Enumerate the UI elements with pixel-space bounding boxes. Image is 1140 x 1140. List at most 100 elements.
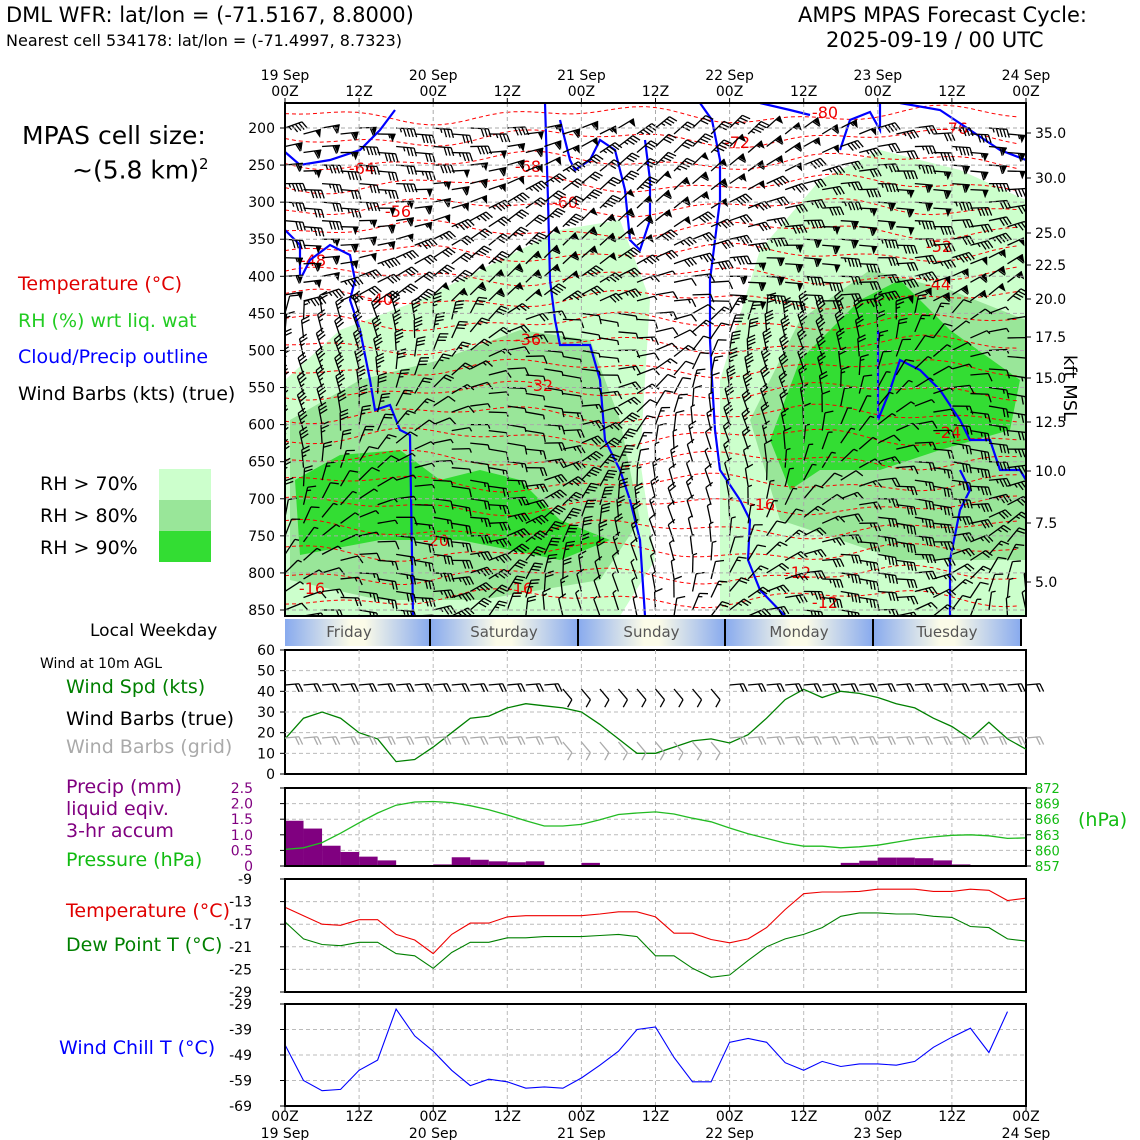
barb-full [402, 392, 412, 395]
wind-barb [395, 249, 420, 260]
barb-full [387, 153, 392, 162]
barb-staff [822, 578, 841, 581]
barb-full [332, 165, 337, 174]
barb-full [378, 372, 387, 377]
barb-full [524, 512, 531, 521]
temperature-contour [285, 358, 1018, 379]
barb-full [393, 312, 402, 319]
barb-full [443, 376, 452, 382]
barb-flag [478, 263, 487, 272]
barb-half [406, 574, 409, 580]
barb-half [515, 286, 520, 290]
wind-barb [377, 151, 399, 163]
temp-contour-label: -80 [812, 103, 838, 122]
barb-staff [359, 201, 378, 204]
barb-full [483, 338, 492, 345]
wind-barb [303, 244, 322, 254]
barb-staff [451, 426, 470, 432]
barb-full [459, 274, 468, 280]
barb-full [369, 184, 374, 193]
barb-full [517, 161, 524, 170]
barb-staff [340, 491, 354, 506]
cloud-outline-path [543, 103, 647, 616]
barb-flag [463, 203, 469, 212]
barb-full [413, 128, 418, 138]
barb-full [335, 296, 344, 303]
wind-barb [451, 405, 475, 414]
wind-barb [451, 591, 475, 602]
wind-barb [299, 426, 309, 450]
barb-staff [377, 476, 394, 487]
barb-half [388, 133, 391, 139]
wind-barb [1025, 145, 1026, 148]
wind-barb [469, 281, 487, 296]
wind-barb [411, 296, 421, 320]
barb-full [516, 561, 526, 567]
barb-half [365, 273, 370, 278]
barb-full [447, 589, 452, 599]
barb-full [355, 349, 364, 356]
barb-full [1043, 197, 1048, 205]
barb-full [301, 445, 310, 451]
barb-full [539, 314, 546, 322]
barb-full [504, 199, 512, 207]
barb-staff [451, 467, 470, 470]
barb-full [410, 128, 414, 138]
barb-flag [481, 195, 488, 205]
barb-flag [500, 150, 507, 160]
barb-full [411, 296, 420, 303]
barb-full [420, 357, 430, 359]
barb-full [439, 333, 449, 335]
barb-full [468, 526, 472, 535]
barb-staff [896, 485, 915, 488]
barb-full [428, 288, 437, 294]
barb-full [310, 506, 320, 509]
barb-full [335, 184, 340, 194]
barb-staff [358, 488, 375, 500]
barb-staff [358, 509, 377, 518]
temperature-contour [285, 588, 1018, 609]
wind-barb [396, 217, 415, 227]
wind-barb [507, 159, 525, 170]
barb-full [425, 206, 431, 215]
barb-full [543, 450, 547, 460]
barb-half [528, 187, 533, 191]
barb-staff [321, 524, 337, 537]
barb-flag [426, 189, 433, 198]
barb-full [291, 183, 297, 192]
barb-full [301, 121, 308, 129]
wind-barb [470, 178, 488, 189]
wind-barb [506, 543, 530, 555]
barb-staff [1025, 386, 1026, 391]
wind-barb [470, 498, 491, 510]
barb-staff [470, 461, 489, 466]
barb-staff [414, 483, 433, 487]
barb-half [417, 243, 422, 248]
barb-full [373, 333, 382, 340]
wind-barb [506, 244, 524, 259]
wind-barb [340, 596, 362, 607]
wind-barb [525, 448, 547, 460]
barb-full [480, 535, 485, 544]
barb-full [365, 425, 375, 428]
wind-barb [506, 575, 526, 592]
barb-staff [414, 441, 432, 450]
barb-half [392, 476, 397, 481]
barb-full [1039, 390, 1043, 398]
barb-full [498, 202, 506, 210]
wind-barb [507, 142, 526, 153]
wind-barb [488, 133, 511, 143]
wind-barb [414, 336, 426, 357]
wind-barb [451, 504, 472, 517]
wind-barb [506, 303, 530, 314]
barb-full [483, 500, 487, 510]
barb-full [313, 263, 319, 272]
wind-barb [470, 423, 491, 429]
barb-half [438, 271, 444, 275]
barb-full [539, 214, 548, 220]
wind-barb [470, 550, 493, 561]
barb-half [375, 346, 380, 350]
barb-full [394, 561, 399, 571]
barb-full [450, 520, 454, 529]
barb-full [381, 392, 391, 396]
